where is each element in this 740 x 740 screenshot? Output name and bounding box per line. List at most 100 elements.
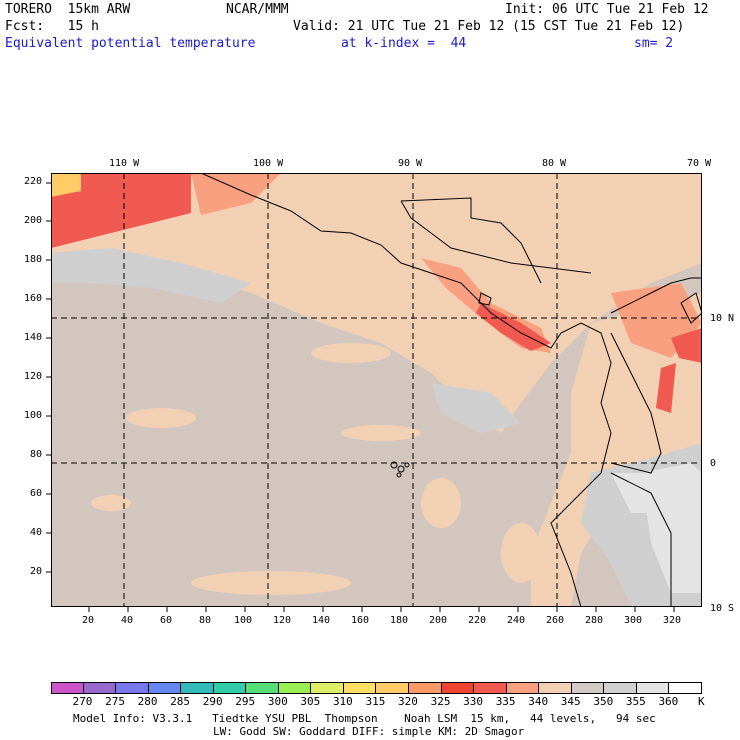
colorbar-swatch [571, 682, 605, 694]
field-salmon-nw [191, 173, 281, 215]
colorbar-swatch [213, 682, 247, 694]
lon-label-100w: 100 W [253, 158, 284, 169]
colorbar-swatch [669, 682, 702, 694]
y-tick-200: 200 [24, 215, 43, 226]
colorbar-label: 285 [170, 695, 191, 708]
colorbar-swatch [83, 682, 117, 694]
x-tick-180: 180 [390, 615, 409, 626]
border-central-america [400, 200, 592, 274]
lon-label-70w: 70 W [687, 158, 712, 169]
galapagos-island [396, 472, 402, 478]
field-red-spot [656, 363, 676, 413]
model-title: TORERO 15km ARW [5, 2, 131, 17]
map-canvas [51, 173, 702, 607]
field-grey-patch [431, 383, 521, 433]
lat-label-10s: 10 S [710, 603, 735, 614]
y-tick-80: 80 [30, 449, 43, 460]
colorbar-swatch [181, 682, 214, 694]
forecast-hour: Fcst: 15 h [5, 19, 99, 34]
coastlines [200, 173, 702, 607]
field-white-andes [641, 463, 702, 593]
organization-label: NCAR/MMM [226, 2, 289, 17]
field-blob [311, 343, 391, 363]
colorbar [51, 682, 702, 694]
colorbar-label: 280 [137, 695, 158, 708]
field-blob [126, 408, 196, 428]
field-orange-nw [51, 173, 81, 197]
x-tick-300: 300 [624, 615, 643, 626]
colorbar-label: 270 [72, 695, 93, 708]
colorbar-swatch [343, 682, 377, 694]
border-colombia [610, 332, 662, 474]
x-tick-240: 240 [507, 615, 526, 626]
colorbar-swatch [278, 682, 312, 694]
coastline-caribbean [610, 277, 702, 314]
latlon-grid [51, 173, 702, 607]
field-grey-band [51, 248, 251, 303]
y-tick-180: 180 [24, 254, 43, 265]
field-peach-north [51, 173, 702, 433]
y-tick-160: 160 [24, 293, 43, 304]
lon-label-80w: 80 W [542, 158, 567, 169]
colorbar-label: 360 [658, 695, 679, 708]
colorbar-label: 340 [528, 695, 549, 708]
x-tick-280: 280 [585, 615, 604, 626]
colorbar-label: 335 [495, 695, 516, 708]
x-tick-100: 100 [234, 615, 253, 626]
colorbar-label: 295 [235, 695, 256, 708]
galapagos-island [397, 465, 405, 473]
colorbar-label: 310 [332, 695, 353, 708]
field-blob [421, 478, 461, 528]
lat-label-0: 0 [710, 458, 717, 469]
colorbar-label: 330 [463, 695, 484, 708]
colorbar-label: 305 [300, 695, 321, 708]
colorbar-label: 290 [202, 695, 223, 708]
field-blob [341, 425, 421, 441]
field-blob [91, 495, 131, 511]
y-tick-120: 120 [24, 371, 43, 382]
lon-label-110w: 110 W [109, 158, 140, 169]
field-name: Equivalent potential temperature [5, 36, 256, 51]
field-blob [191, 571, 351, 595]
x-tick-120: 120 [273, 615, 292, 626]
colorbar-swatch [474, 682, 507, 694]
colorbar-label: 275 [105, 695, 125, 708]
colorbar-swatch [148, 682, 182, 694]
y-tick-60: 60 [30, 488, 43, 499]
x-tick-140: 140 [312, 615, 331, 626]
lon-label-90w: 90 W [398, 158, 423, 169]
x-tick-200: 200 [429, 615, 448, 626]
colorbar-label: 315 [365, 695, 386, 708]
y-tick-40: 40 [30, 527, 43, 538]
field-white-patch [611, 473, 651, 513]
colorbar-swatch [441, 682, 475, 694]
colorbar-label: 300 [267, 695, 288, 708]
colorbar-label: 350 [593, 695, 614, 708]
x-tick-220: 220 [468, 615, 487, 626]
lake-nicaragua [478, 292, 492, 306]
lake-maracaibo [680, 292, 702, 324]
valid-time: Valid: 21 UTC Tue 21 Feb 12 (15 CST Tue … [293, 19, 685, 34]
colorbar-swatch [604, 682, 637, 694]
colorbar-unit: K [698, 695, 705, 708]
map-plot [51, 173, 702, 607]
field-red-colombia [671, 328, 702, 363]
init-time: Init: 06 UTC Tue 21 Feb 12 [505, 2, 709, 17]
lat-label-10n: 10 N [710, 313, 735, 324]
x-tick-60: 60 [160, 615, 173, 626]
y-tick-220: 220 [24, 176, 43, 187]
y-tick-140: 140 [24, 332, 43, 343]
x-tick-20: 20 [82, 615, 95, 626]
field-peach-east [531, 293, 702, 607]
colorbar-swatch [116, 682, 149, 694]
colorbar-label: 355 [625, 695, 646, 708]
border-guatemala [400, 197, 542, 284]
colorbar-swatch [539, 682, 572, 694]
y-tick-100: 100 [24, 410, 43, 421]
galapagos-island [390, 461, 398, 469]
colorbar-swatch [376, 682, 410, 694]
smoothing-label: sm= 2 [634, 36, 674, 51]
colorbar-swatch [409, 682, 442, 694]
map-border [51, 173, 702, 607]
